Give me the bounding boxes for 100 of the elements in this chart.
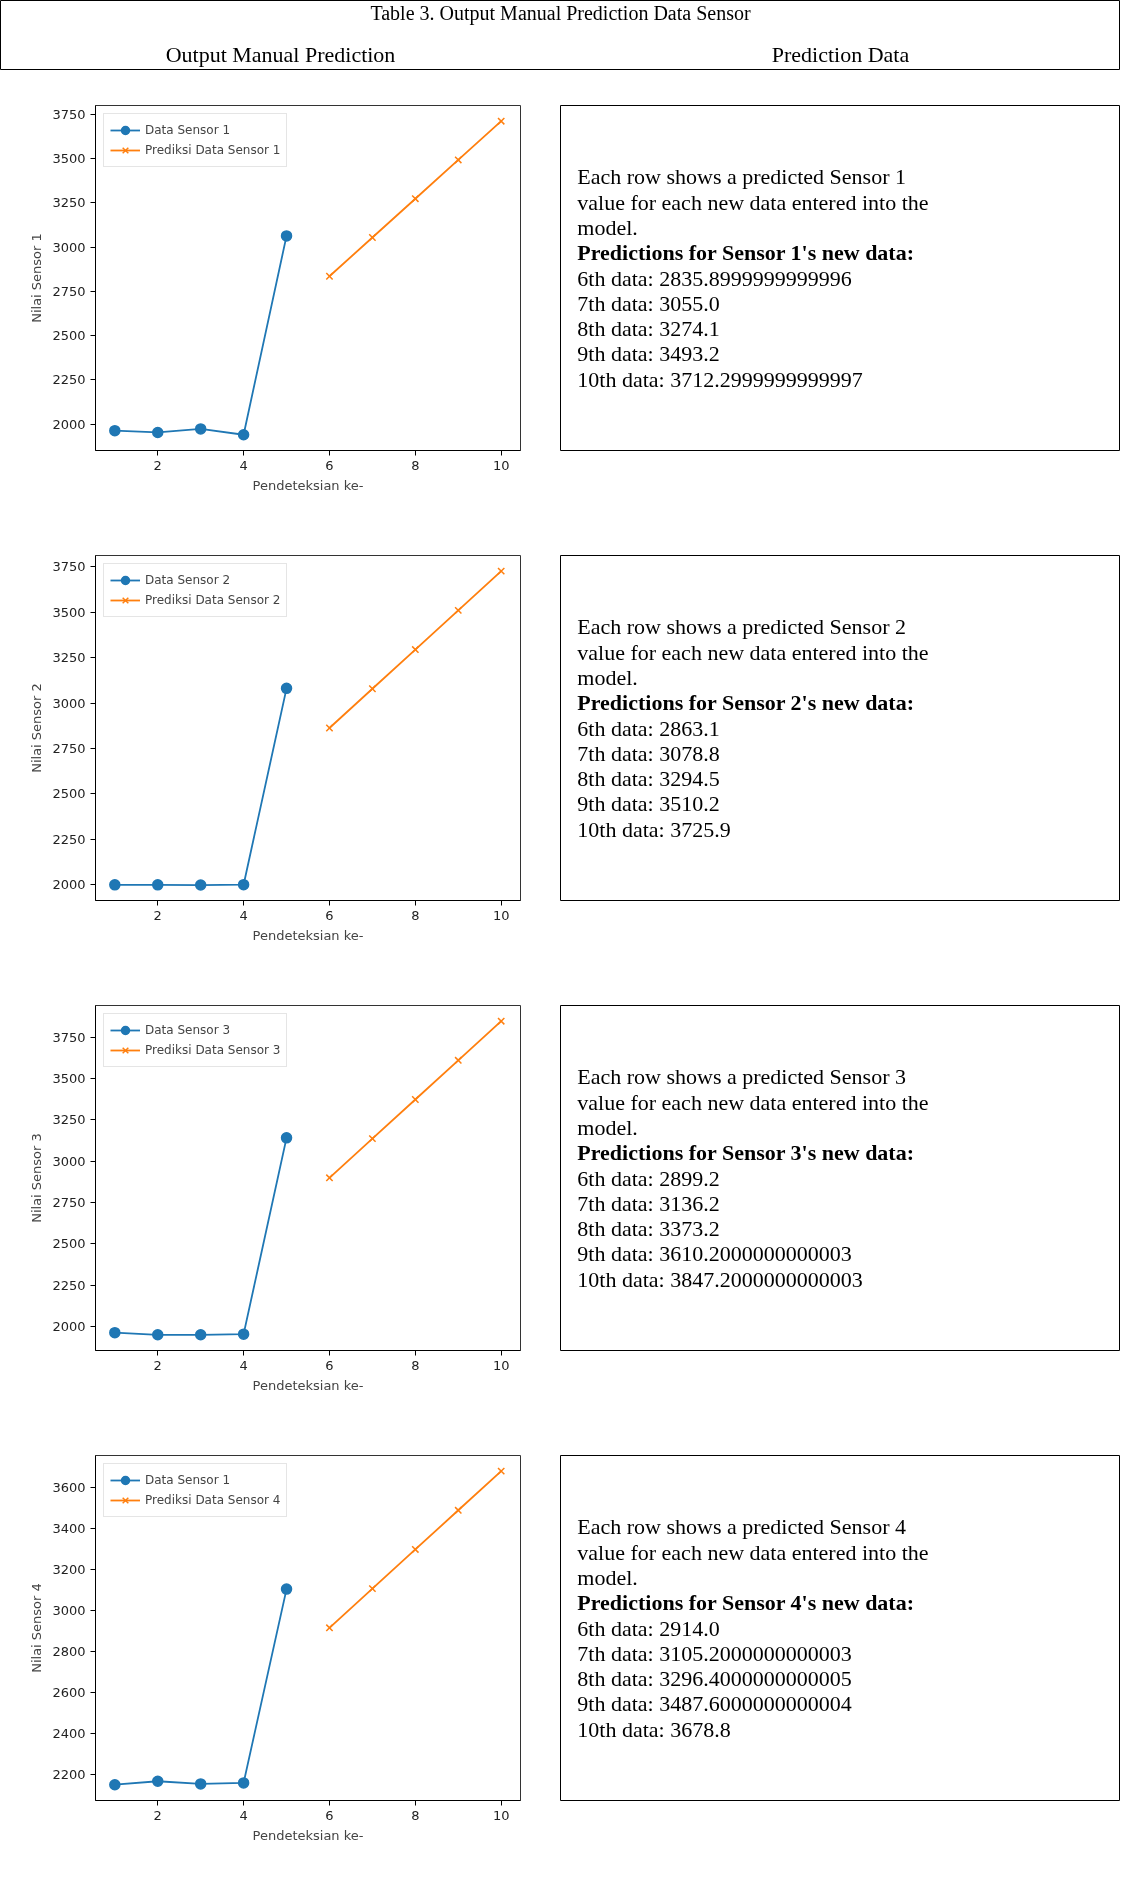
x-tick-label: 2 (153, 1357, 162, 1373)
point (109, 879, 121, 891)
y-tick-label: 2400 (52, 1725, 86, 1741)
text: Each row shows a predicted Sensor 1 (577, 164, 906, 190)
y-axis-title: Nilai Sensor 1 (29, 233, 45, 323)
point (454, 156, 463, 164)
x-tick-label: 4 (239, 457, 248, 473)
text: value for each new data entered into the (577, 189, 929, 215)
point (152, 879, 164, 891)
legend-label: Data Sensor 2 (145, 573, 231, 587)
y-tick-label: 2000 (52, 416, 86, 432)
point (368, 1134, 377, 1143)
text: Each row shows a predicted Sensor 3 (577, 1064, 906, 1090)
x-tick-label: 6 (325, 907, 334, 923)
text: Each row shows a predicted Sensor 2 (577, 614, 906, 640)
point (411, 1545, 420, 1554)
legend-label: Data Sensor 3 (145, 1023, 231, 1037)
x-axis-title: Pendeteksian ke- (252, 1827, 364, 1843)
text: model. (577, 1564, 638, 1590)
y-tick-label: 2800 (52, 1643, 86, 1659)
point (280, 230, 293, 242)
x-tick-label: 4 (239, 1807, 248, 1823)
point (497, 1467, 506, 1476)
text: Predictions for Sensor 3's new data: (577, 1140, 915, 1166)
point (280, 1583, 293, 1595)
point (280, 1132, 293, 1144)
x-tick-label: 2 (153, 907, 162, 923)
text: 6th data: 2863.1 (577, 715, 720, 741)
y-tick-label: 3000 (52, 695, 86, 711)
point (194, 1329, 207, 1341)
x-axis-title: Pendeteksian ke- (252, 1377, 364, 1393)
point (280, 682, 293, 695)
y-tick-label: 3500 (52, 1071, 86, 1087)
y-tick-label: 2000 (52, 1318, 86, 1334)
point (237, 1328, 250, 1340)
y-axis-title: Nilai Sensor 3 (29, 1133, 45, 1223)
text: Predictions for Sensor 4's new data: (577, 1590, 915, 1616)
point (194, 423, 207, 435)
point (411, 1095, 420, 1104)
point (109, 424, 121, 437)
point (497, 567, 506, 576)
y-tick-label: 3000 (52, 239, 86, 255)
y-axis-title: Nilai Sensor 4 (29, 1583, 45, 1673)
legend-label: Data Sensor 1 (145, 1473, 231, 1487)
point (152, 1775, 164, 1787)
point (237, 1777, 250, 1789)
y-tick-label: 3500 (52, 151, 86, 167)
x-tick-label: 6 (325, 457, 334, 473)
y-axis-title: Nilai Sensor 2 (29, 683, 45, 773)
text: 7th data: 3055.0 (577, 290, 720, 316)
y-tick-label: 2250 (52, 1277, 86, 1293)
y-tick-label: 2200 (52, 1766, 86, 1782)
text: 8th data: 3274.1 (577, 316, 720, 342)
text: model. (577, 214, 638, 240)
x-axis-title: Pendeteksian ke- (252, 477, 364, 493)
point (237, 878, 250, 891)
y-tick-label: 3250 (52, 650, 86, 666)
x-tick-label: 8 (411, 1807, 420, 1823)
y-tick-label: 2500 (52, 1236, 86, 1252)
text: 10th data: 3712.2999999999997 (577, 366, 863, 392)
text: 8th data: 3294.5 (577, 766, 720, 792)
y-tick-label: 2500 (52, 328, 86, 344)
x-tick-label: 8 (411, 457, 420, 473)
text: 6th data: 2835.8999999999996 (577, 265, 852, 291)
y-tick-label: 3250 (52, 1112, 86, 1128)
text: 7th data: 3136.2 (577, 1190, 720, 1216)
legend-label: Data Sensor 1 (145, 123, 231, 137)
x-tick-label: 2 (153, 457, 162, 473)
point (194, 1778, 207, 1790)
text: model. (577, 664, 638, 690)
y-tick-label: 3000 (52, 1602, 86, 1618)
text: Prediction Data (771, 42, 910, 67)
point (454, 1056, 463, 1065)
x-tick-label: 8 (411, 1357, 420, 1373)
legend-label: Prediksi Data Sensor 1 (145, 143, 281, 157)
x-tick-label: 10 (492, 1807, 510, 1823)
y-tick-label: 3200 (52, 1561, 86, 1577)
x-tick-label: 10 (492, 907, 510, 923)
y-tick-label: 3500 (52, 604, 86, 620)
text: Each row shows a predicted Sensor 4 (577, 1514, 906, 1540)
y-tick-label: 3750 (52, 107, 86, 123)
point (368, 1584, 377, 1593)
y-tick-label: 2500 (52, 786, 86, 802)
legend-label: Prediksi Data Sensor 2 (145, 593, 281, 607)
point (454, 1506, 463, 1515)
point (325, 1623, 334, 1632)
text: 10th data: 3678.8 (577, 1716, 731, 1742)
point (497, 1017, 506, 1026)
y-tick-label: 2750 (52, 283, 86, 299)
x-tick-label: 4 (239, 1357, 248, 1373)
point (411, 194, 420, 203)
point (152, 1329, 164, 1341)
y-tick-label: 3250 (52, 195, 86, 211)
text: value for each new data entered into the (577, 1539, 929, 1565)
text: 9th data: 3510.2 (577, 791, 720, 817)
text: 7th data: 3105.2000000000003 (577, 1640, 852, 1666)
point (109, 1778, 121, 1791)
x-tick-label: 10 (492, 457, 510, 473)
point (152, 426, 164, 439)
y-tick-label: 2750 (52, 1194, 86, 1210)
